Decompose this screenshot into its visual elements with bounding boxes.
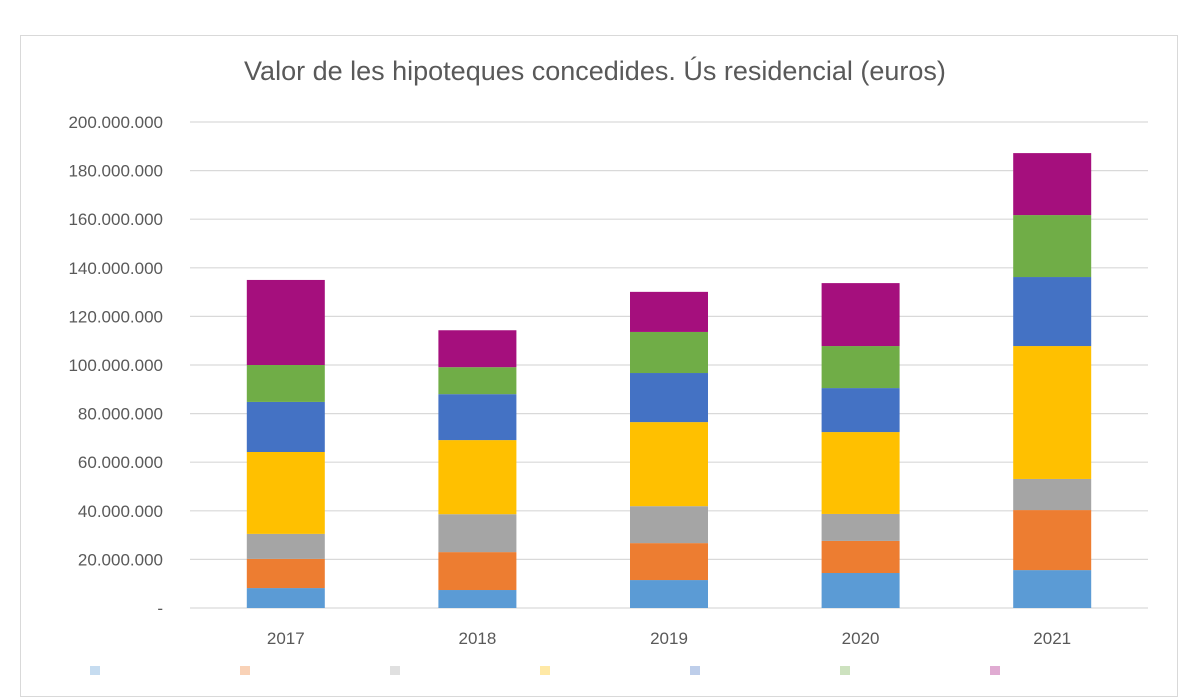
bar-segment: [246, 588, 325, 608]
y-tick-label: 120.000.000: [68, 307, 163, 326]
bar-segment: [438, 367, 517, 395]
x-tick-label: 2020: [842, 629, 880, 648]
bar-segment: [246, 401, 325, 452]
bar-segment: [246, 451, 325, 534]
legend-swatch: [990, 666, 1000, 675]
bar-segment: [246, 279, 325, 365]
bar-segment: [821, 573, 900, 608]
bar-segment: [1013, 215, 1092, 278]
bar-segment: [821, 346, 900, 389]
y-tick-label: 80.000.000: [78, 405, 163, 424]
bar-segment: [246, 365, 325, 402]
bar-segment: [630, 543, 708, 581]
y-tick-label: 40.000.000: [78, 502, 163, 521]
y-tick-label: 20.000.000: [78, 550, 163, 569]
bar-segment: [630, 291, 708, 332]
bar-segment: [821, 513, 900, 541]
bar-segment: [1013, 510, 1092, 571]
bar-segment: [630, 506, 708, 544]
bar-segment: [1013, 346, 1092, 479]
bar-segment: [630, 580, 708, 608]
bar-segment: [438, 590, 517, 608]
legend-swatch: [390, 666, 400, 675]
legend-swatch: [840, 666, 850, 675]
bar-segment: [821, 432, 900, 514]
bar-segment: [246, 533, 325, 559]
y-tick-label: 100.000.000: [68, 356, 163, 375]
bar-segment: [1013, 570, 1092, 608]
bar-segment: [821, 540, 900, 574]
y-tick-label: -: [157, 599, 163, 618]
bar-segment: [630, 331, 708, 374]
y-tick-label: 180.000.000: [68, 162, 163, 181]
x-tick-label: 2017: [267, 629, 305, 648]
bar-segment: [821, 283, 900, 347]
bar-segment: [1013, 277, 1092, 347]
bar-segment: [1013, 478, 1092, 511]
y-tick-label: 160.000.000: [68, 210, 163, 229]
x-tick-label: 2021: [1033, 629, 1071, 648]
legend-swatch: [240, 666, 250, 675]
bar-segment: [438, 440, 517, 515]
y-tick-label: 60.000.000: [78, 453, 163, 472]
x-tick-label: 2019: [650, 629, 688, 648]
y-tick-label: 140.000.000: [68, 259, 163, 278]
bar-segment: [438, 552, 517, 591]
chart-card: [20, 35, 1178, 697]
legend-swatch: [690, 666, 700, 675]
legend-swatch: [540, 666, 550, 675]
bar-segment: [438, 330, 517, 368]
bar-segment: [630, 422, 708, 507]
legend-swatch: [90, 666, 100, 675]
bar-segment: [821, 388, 900, 433]
y-tick-label: 200.000.000: [68, 113, 163, 132]
stacked-bar-chart: - 20.000.000 40.000.000 60.000.000 80.000.00…: [68, 113, 1148, 675]
bar-segment: [438, 514, 517, 553]
chart-title: Valor de les hipoteques concedides. Ús r…: [244, 56, 946, 86]
bar-segment: [246, 558, 325, 589]
bar-segment: [438, 394, 517, 441]
x-tick-label: 2018: [458, 629, 496, 648]
bar-segment: [1013, 153, 1092, 216]
bar-segment: [630, 373, 708, 423]
